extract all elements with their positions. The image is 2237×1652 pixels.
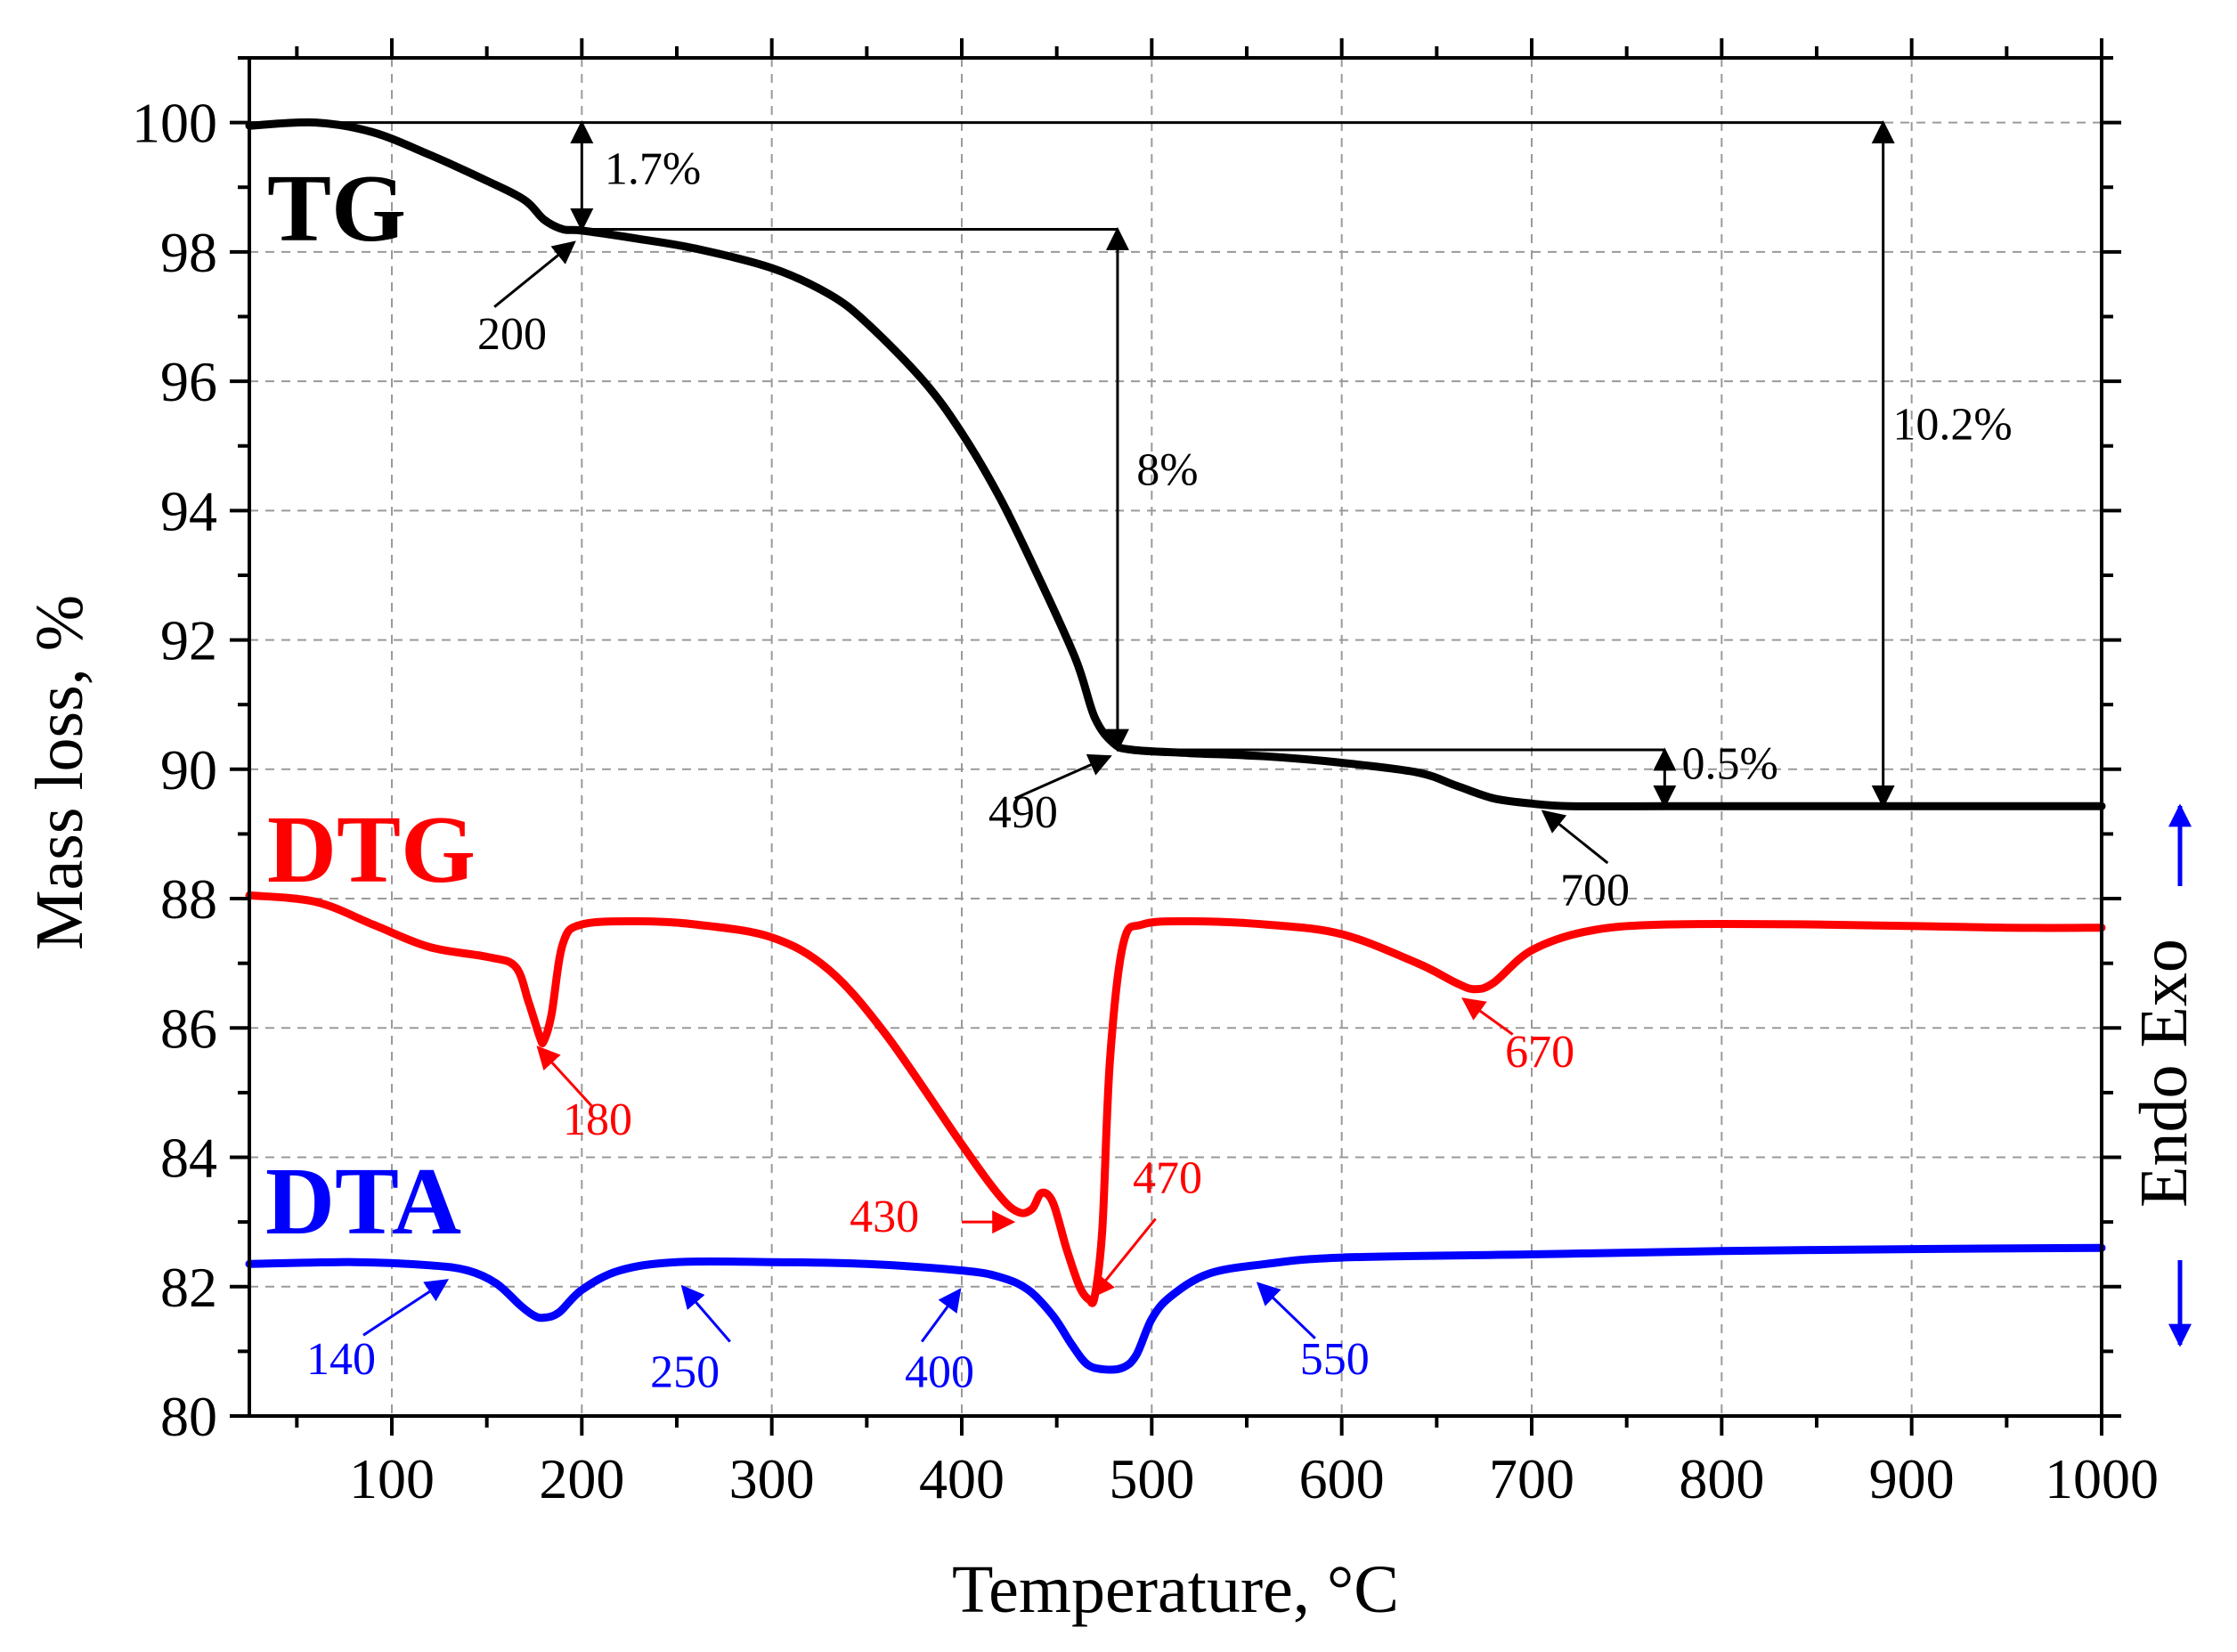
y-tick-label: 100 xyxy=(132,92,217,155)
y-tick-label: 96 xyxy=(160,350,217,413)
series-dta-line xyxy=(245,1243,2106,1374)
annotation-label: 250 xyxy=(650,1347,720,1397)
pointer-arrow xyxy=(1461,997,1514,1036)
annotation-label: 200 xyxy=(477,309,547,360)
x-tick-label: 400 xyxy=(919,1447,1005,1510)
axes: 100 200 300 400 500 600 700 800 900 1000 80 82 84 86 8… xyxy=(132,38,2159,1510)
y-tick-label: 84 xyxy=(160,1127,217,1190)
pointer-arrow xyxy=(493,240,576,308)
x-tick-label: 700 xyxy=(1489,1447,1574,1510)
series-label-tg: TG xyxy=(267,156,406,262)
series-label-dta: DTA xyxy=(265,1149,461,1255)
pointer-arrow xyxy=(1091,1217,1157,1298)
y-tick-label: 82 xyxy=(160,1256,217,1319)
x-tick-label: 500 xyxy=(1109,1447,1194,1510)
annotation-label: 670 xyxy=(1505,1027,1574,1078)
annotation-label: 550 xyxy=(1300,1334,1370,1385)
x-tick-label: 100 xyxy=(349,1447,435,1510)
series-tg-line xyxy=(245,118,2106,810)
x-tick-label: 800 xyxy=(1679,1447,1764,1510)
pointer-arrow xyxy=(1256,1282,1316,1339)
annotation-texts: TG DTG DTA 1.7% 8% 10.2% 0.5% 200 490 700 180 430 47… xyxy=(265,144,2013,1398)
pointer-arrow xyxy=(536,1046,593,1107)
pointer-arrow xyxy=(680,1284,731,1343)
x-tick-label: 900 xyxy=(1869,1447,1955,1510)
y-tick-label: 90 xyxy=(160,738,217,802)
annotation-label: 1.7% xyxy=(605,144,701,195)
annotation-label: 180 xyxy=(563,1095,632,1145)
x-tick-label: 300 xyxy=(729,1447,815,1510)
pointer-arrow xyxy=(1014,753,1112,800)
annotation-label: 400 xyxy=(905,1347,974,1397)
y-tick-label: 86 xyxy=(160,997,217,1060)
x-tick-label: 200 xyxy=(539,1447,624,1510)
x-axis-title: Temperature, °C xyxy=(952,1552,1399,1627)
annotation-label: 490 xyxy=(988,787,1058,838)
annotation-lines xyxy=(249,120,2192,1347)
pointer-arrow xyxy=(1541,810,1609,865)
y-tick-label: 92 xyxy=(160,609,217,672)
series-layer xyxy=(245,118,2106,1374)
y-axis-title: Mass loss, % xyxy=(22,595,97,950)
x-tick-label: 600 xyxy=(1299,1447,1385,1510)
annotation-label: 8% xyxy=(1136,444,1198,495)
y-tick-label: 88 xyxy=(160,867,217,931)
annotation-label: 430 xyxy=(850,1192,919,1242)
pointer-arrow xyxy=(920,1288,962,1343)
y-tick-label: 94 xyxy=(160,479,217,542)
annotation-label: 140 xyxy=(306,1334,376,1385)
annotation-label: 700 xyxy=(1560,865,1630,916)
pointer-arrow xyxy=(362,1279,450,1337)
endo-exo-label: Endo Exo xyxy=(2127,939,2201,1208)
plot-frame xyxy=(248,56,2103,1418)
grid xyxy=(249,58,2102,1416)
series-dtg-line xyxy=(245,891,2106,1307)
y-tick-label: 98 xyxy=(160,221,217,284)
series-label-dtg: DTG xyxy=(267,797,476,903)
x-tick-label: 1000 xyxy=(2045,1447,2159,1510)
annotation-label: 0.5% xyxy=(1682,739,1778,790)
annotation-label: 10.2% xyxy=(1892,399,2012,450)
annotation-label: 470 xyxy=(1133,1152,1202,1203)
y-tick-label: 80 xyxy=(160,1385,217,1448)
